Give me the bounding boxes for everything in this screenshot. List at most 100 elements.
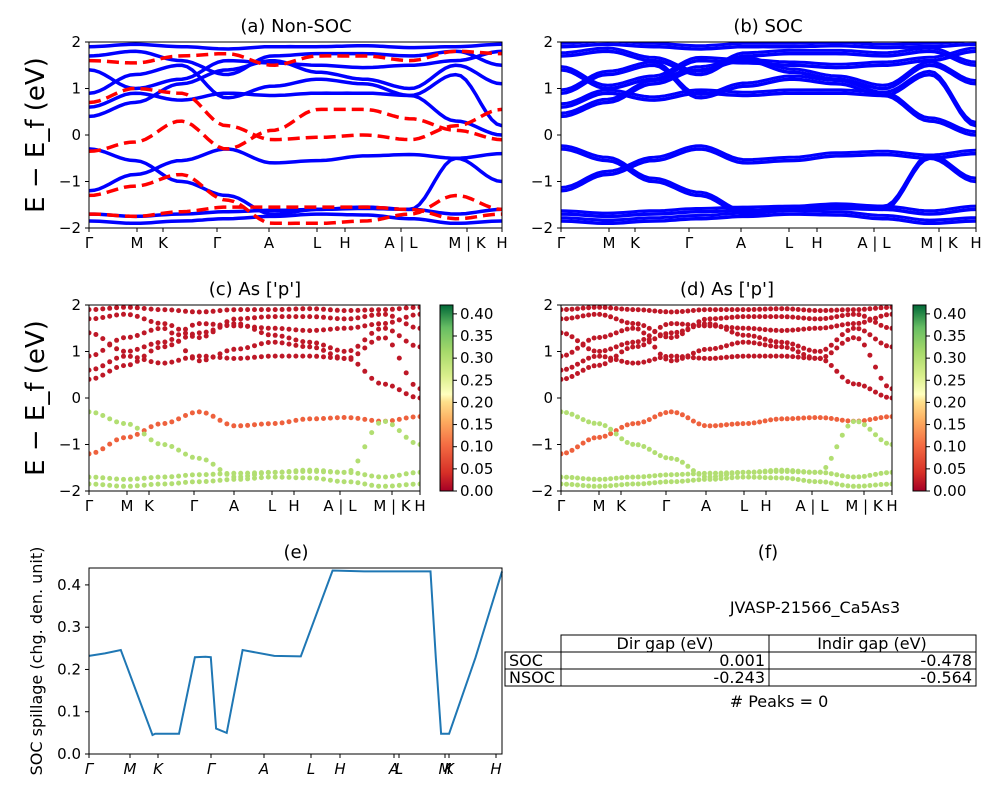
panel-c-point [321,416,326,421]
panel-c-point [383,483,388,489]
panel-c-point [210,478,216,484]
panel-c-point [417,395,420,401]
panel-d-point [624,440,630,445]
panel-c-point [362,337,368,343]
panel-c-point [114,365,120,370]
panel-c-point [162,339,168,345]
panel-b-xtick-label: H [970,234,981,252]
panel-a-xtick-label: L [313,234,322,252]
panel-d-point [873,305,878,311]
panel-c-point [169,337,175,342]
panel-b-soc-band [561,209,976,222]
panel-d-point [668,330,674,336]
panel-d-point [602,312,608,318]
panel-d-point [652,480,658,486]
panel-c-point [286,469,292,475]
panel-d-point [652,473,658,479]
panel-d-point [713,346,718,351]
panel-c-point [376,312,382,317]
panel-d-point [878,340,884,346]
panel-b-ytick-label: 2 [543,33,553,51]
panel-c-point [293,337,299,343]
panel-d-point [569,475,575,480]
panel-d-point [834,323,840,329]
panel-c-point [89,353,92,359]
panel-d-point [713,355,718,361]
panel-d-point [762,306,768,312]
panel-d-point [768,338,774,344]
panel-b-soc-band [561,203,976,215]
panel-d-point [652,336,658,342]
panel-d-point [701,423,707,429]
panel-c-point [217,355,223,360]
panel-c-point [403,434,409,440]
panel-c-point [417,386,420,392]
colorbar-tick-label: 0.25 [460,371,493,389]
panel-d-point [608,314,614,320]
panel-a-xtick-label: M [131,234,144,252]
panel-c-point [93,474,99,480]
panel-c-point [210,308,216,314]
panel-c-point [362,345,368,351]
panel-c-point [334,316,340,322]
panel-d-point [884,394,889,400]
panel-d-point [801,469,807,475]
panel-c-point [307,344,313,350]
panel-d-point [561,367,564,373]
panel-c-point [383,419,388,424]
panel-d-point [845,328,851,333]
panel-d-point [668,321,674,327]
panel-d-point [641,323,647,329]
panel-c-point [252,422,257,428]
panel-c-point [155,481,161,487]
panel-c-point [252,315,257,321]
panel-d-point [845,337,851,342]
panel-d-point [564,352,569,358]
panel-c-point [410,381,416,387]
panel-d-point [867,483,873,488]
panel-d-point [602,354,608,360]
panel-a-xtick-label: Γ [213,234,222,252]
panel-a-nsoc-band [89,49,502,67]
panel-c-point [341,415,347,420]
panel-c-xtick-label: L [268,497,277,515]
panel-c-point [369,417,375,423]
panel-d-point [561,409,564,415]
panel-c-point [396,482,402,488]
panel-c-point [258,314,264,320]
panel-c-xtick-label: Γ [190,497,199,515]
panel-c-point [279,420,285,426]
panel-c-point [107,359,113,365]
panel-e-xtick-label: H [490,760,501,778]
panel-d-point [729,307,735,313]
panel-d-point [724,315,729,321]
panel-c-point [403,391,409,397]
panel-d-point [873,471,878,477]
panel-d-point [795,327,801,333]
panel-d-point [608,305,614,311]
panel-c-point [93,332,99,337]
panel-a-xtick-label: A [264,234,275,252]
panel-c-point [203,479,209,484]
panel-c-point [327,351,333,357]
panel-d-point [597,305,603,310]
panel-c-point [245,323,251,329]
panel-d-point [646,358,652,364]
panel-d-point [635,360,641,366]
panel-e-ylabel: SOC spillage (chg. den. unit) [27,547,46,776]
panel-d-point [602,361,608,367]
panel-d-point [624,360,630,365]
colorbar-tick-label: 0.15 [460,416,493,434]
panel-d-point [619,358,625,364]
panel-c-point [100,347,106,353]
colorbar-tick-label: 0.30 [460,349,493,367]
panel-d-point [569,306,575,312]
panel-d-point [746,353,752,359]
panel-d-point [575,306,580,312]
panel-d-point [878,415,884,421]
colorbar-tick-label: 0.40 [933,305,966,323]
panel-c-point [265,421,271,427]
panel-d-point [597,348,603,354]
panel-d-point [850,325,856,331]
panel-d-point [884,481,889,487]
